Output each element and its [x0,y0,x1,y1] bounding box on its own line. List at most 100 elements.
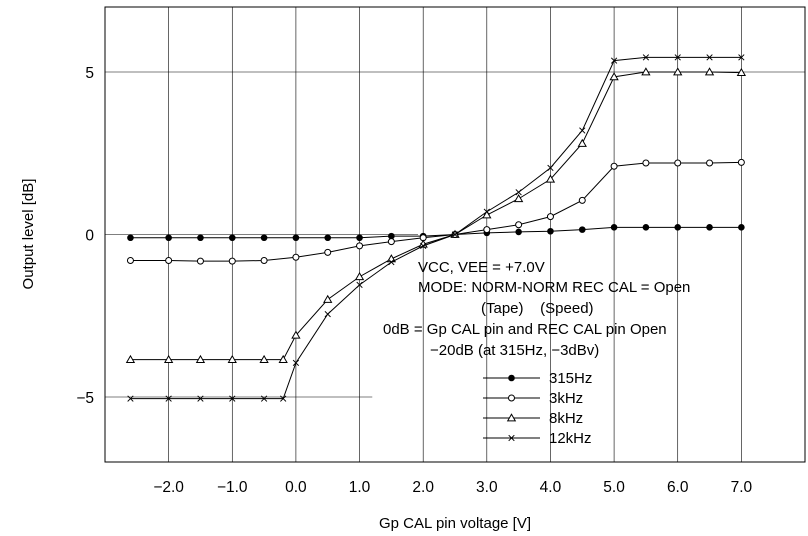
data-point-8khz [641,67,651,76]
data-point-8khz [125,354,136,363]
legend-marker [508,374,515,382]
data-point-315hz [515,228,522,236]
series-315hz [127,224,745,242]
data-point-12khz [165,395,172,402]
data-point-8khz [291,330,301,339]
annotation-block: VCC, VEE = +7.0V MODE: NORM-NORM REC CAL… [383,259,690,359]
data-point-315hz [610,224,618,231]
data-point-3khz [737,158,745,166]
data-point-315hz [388,232,395,240]
data-point-12khz [451,231,459,238]
y-tick-label: 5 [85,65,94,82]
data-point-8khz [482,210,492,219]
annotation-reference: −20dB (at 315Hz, −3dBv) [430,342,599,359]
y-tick-label: 0 [85,228,94,245]
x-tick-label: −1.0 [217,479,248,496]
data-point-315hz [642,224,650,231]
data-point-3khz [387,238,395,246]
legend-label: 315Hz [549,370,592,387]
data-point-3khz [610,162,618,170]
data-point-3khz [356,242,364,250]
data-point-3khz [546,213,554,221]
data-point-12khz [642,54,650,61]
data-point-12khz [610,57,618,64]
data-point-3khz [642,159,650,167]
legend-entry-315hz: 315Hz [483,370,592,387]
data-point-315hz [127,234,134,242]
legend: 315Hz 3kHz 8kHz 12kHz [483,370,592,447]
data-point-12khz [515,189,522,196]
annotation-mode: MODE: NORM-NORM REC CAL = Open [418,279,690,296]
series-layer [125,54,747,402]
data-point-12khz [706,54,713,61]
data-point-8khz [195,354,206,363]
data-point-315hz [165,234,172,242]
x-tick-label: 1.0 [349,479,371,496]
series-12khz [127,54,745,402]
data-point-8khz [323,294,333,303]
data-point-12khz [127,395,134,402]
data-point-3khz [674,159,682,167]
data-point-8khz [673,67,683,76]
y-axis-label: Output level [dB] [20,179,37,290]
annotation-mode-sub: (Tape) (Speed) [481,300,594,317]
data-point-12khz [547,164,554,172]
data-point-3khz [483,226,491,234]
y-tick-labels: 5 0 −5 [76,65,94,407]
data-point-3khz [260,257,268,264]
legend-entry-8khz: 8kHz [483,410,583,427]
data-point-3khz [706,159,714,167]
y-tick-label: −5 [76,390,94,407]
data-point-8khz [259,354,269,363]
x-axis-label: Gp CAL pin voltage [V] [379,515,531,532]
x-tick-label: 6.0 [667,479,689,496]
data-point-8khz [545,174,556,183]
data-point-3khz [196,257,204,265]
x-tick-label: 3.0 [476,479,498,496]
legend-entry-3khz: 3kHz [483,390,583,407]
annotation-zero-db: 0dB = Gp CAL pin and REC CAL pin Open [383,321,667,338]
data-point-12khz [420,242,427,250]
data-point-12khz [324,310,331,318]
data-point-8khz [227,354,237,363]
legend-label: 12kHz [549,430,592,447]
series-line-8khz [130,71,742,361]
data-point-12khz [674,54,681,61]
x-tick-label: 4.0 [540,479,562,496]
x-tick-label: 0.0 [285,479,307,496]
x-tick-label: −2.0 [153,479,184,496]
x-tick-label: 7.0 [731,479,753,496]
data-point-12khz [280,395,287,402]
data-point-12khz [738,54,745,61]
legend-label: 8kHz [549,410,583,427]
data-point-3khz [324,248,332,256]
x-tick-labels: −2.0 −1.0 0.0 1.0 2.0 3.0 4.0 5.0 6.0 7.0 [153,479,752,496]
data-point-8khz [513,193,524,203]
data-point-315hz [260,234,268,242]
data-point-12khz [292,359,300,367]
legend-marker [508,434,515,442]
series-8khz [125,67,747,363]
data-point-315hz [578,226,586,233]
data-point-315hz [738,224,745,231]
data-point-3khz [292,253,300,261]
data-point-12khz [483,208,490,215]
data-point-8khz [736,67,747,76]
legend-entry-12khz: 12kHz [483,430,592,447]
data-point-315hz [706,224,713,231]
data-point-315hz [228,234,236,242]
data-point-8khz [704,67,715,76]
x-tick-label: 2.0 [412,479,434,496]
data-point-3khz [126,257,134,264]
plot-frame [104,6,806,463]
data-point-315hz [547,227,554,235]
data-point-8khz [609,72,619,81]
data-point-12khz [356,281,363,289]
annotation-supply: VCC, VEE = +7.0V [418,259,545,276]
series-line-3khz [130,161,742,262]
data-point-315hz [197,234,204,242]
data-point-3khz [578,196,586,204]
data-point-315hz [292,234,300,242]
data-point-315hz [674,224,682,231]
legend-label: 3kHz [549,390,583,407]
